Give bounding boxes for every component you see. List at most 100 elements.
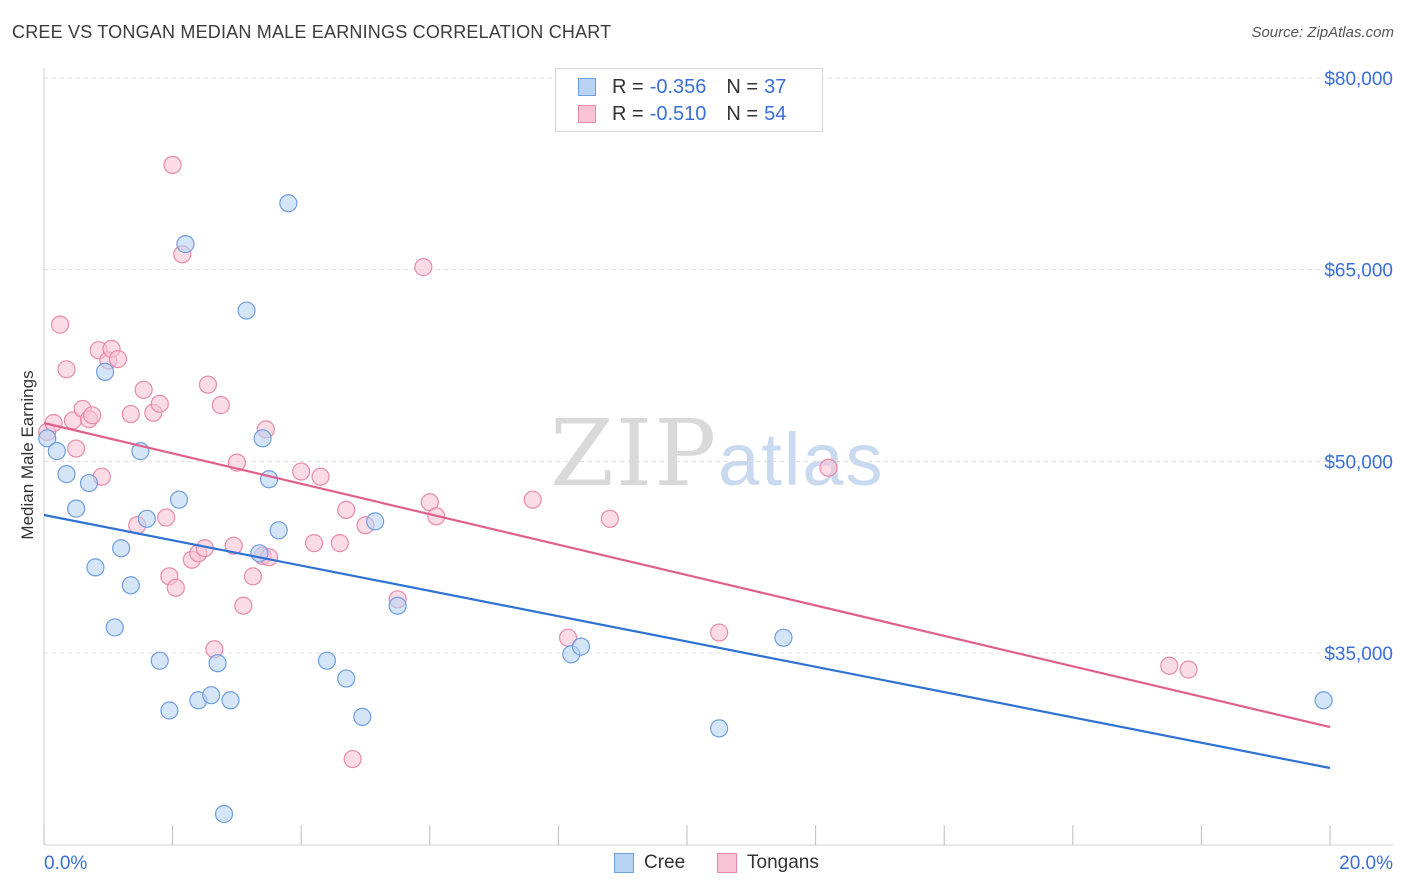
- tongans-point: [343, 749, 362, 769]
- cree-swatch: [578, 78, 596, 96]
- cree-point: [169, 490, 189, 509]
- legend-label-tongans: Tongans: [747, 852, 819, 873]
- tongans-point: [211, 396, 230, 415]
- tongans-point: [292, 462, 311, 481]
- cree-point: [38, 429, 57, 448]
- cree-swatch: [614, 853, 634, 873]
- tongans-point: [523, 490, 542, 509]
- tongans-point: [819, 458, 838, 477]
- cree-point: [388, 596, 407, 615]
- tongans-point: [150, 394, 169, 413]
- legend-label-cree: Cree: [644, 852, 686, 873]
- cree-point: [237, 301, 256, 320]
- tongans-point: [600, 509, 619, 528]
- cree-point: [253, 429, 272, 448]
- tongans-point: [67, 439, 86, 458]
- tongans-point: [50, 315, 70, 334]
- cree-point: [121, 576, 140, 595]
- cree-point: [214, 804, 234, 824]
- legend-r-label: R =: [612, 102, 644, 125]
- tick-labels: $35,000 $50,000 $65,000 $80,000 0.0% 20.0%: [44, 69, 1393, 874]
- cree-point: [279, 194, 298, 213]
- watermark-atlas: atlas: [718, 418, 885, 501]
- cree-point: [150, 651, 169, 670]
- x-tick-label: 0.0%: [44, 853, 87, 874]
- source-credit: Source: ZipAtlas.com: [1251, 24, 1394, 41]
- legend-n-label: N =: [726, 102, 759, 125]
- tongans-point: [234, 596, 253, 615]
- cree-point: [208, 654, 227, 673]
- tongans-point: [304, 534, 324, 553]
- tongans-point: [337, 500, 356, 519]
- cree-point: [269, 521, 288, 540]
- watermark: ZIPatlas: [550, 400, 884, 507]
- tongans-trend-line: [43, 421, 1331, 729]
- cree-point: [774, 628, 793, 647]
- cree-point: [366, 512, 385, 531]
- x-tick-label: 20.0%: [1339, 853, 1393, 874]
- cree-point: [710, 719, 729, 738]
- tongans-point: [1160, 656, 1179, 675]
- cree-point: [57, 465, 76, 484]
- axes: [43, 68, 1393, 846]
- tongans-point: [157, 508, 176, 527]
- cree-point: [137, 509, 156, 528]
- tongans-point: [57, 360, 76, 379]
- tongans-point: [710, 623, 729, 642]
- cree-point: [105, 618, 124, 637]
- chart-title: CREE VS TONGAN MEDIAN MALE EARNINGS CORR…: [12, 22, 612, 42]
- cree-point: [317, 651, 337, 670]
- y-tick-label: $35,000: [1324, 644, 1393, 665]
- cree-point: [112, 539, 131, 558]
- legend-row-tongans: R = -0.510 N = 54: [578, 102, 786, 126]
- cree-point: [353, 707, 372, 726]
- tongans-swatch: [578, 105, 596, 123]
- cree-point: [95, 362, 115, 381]
- cree-point: [1314, 691, 1333, 710]
- y-tick-label: $80,000: [1324, 69, 1393, 90]
- cree-point: [47, 442, 66, 461]
- watermark-zip: ZIP: [550, 400, 719, 507]
- tongans-point: [1179, 660, 1198, 679]
- correlation-legend: R = -0.356 N = 37 R = -0.510 N = 54: [555, 68, 823, 132]
- legend-n-value: 37: [764, 75, 787, 98]
- legend-r-label: R =: [612, 75, 644, 98]
- cree-point: [79, 473, 99, 493]
- y-tick-label: $65,000: [1324, 261, 1393, 282]
- legend-n-label: N =: [726, 75, 759, 98]
- legend-row-cree: R = -0.356 N = 37: [578, 75, 786, 99]
- y-tick-label: $50,000: [1324, 452, 1393, 473]
- legend-r-value: -0.510: [649, 102, 707, 125]
- cree-point: [571, 637, 591, 656]
- tongans-point: [224, 536, 243, 555]
- tongans-point: [163, 155, 182, 174]
- cree-trend-line: [43, 513, 1331, 770]
- tongans-point: [166, 578, 185, 597]
- cree-point: [86, 558, 105, 577]
- cree-point: [160, 701, 179, 720]
- tongans-point: [134, 380, 153, 399]
- tongans-point: [198, 375, 218, 394]
- cree-point: [176, 235, 195, 254]
- tongans-point: [243, 567, 263, 586]
- y-axis-label: Median Male Earnings: [18, 370, 37, 540]
- tongans-swatch: [717, 853, 737, 873]
- series-legend: Cree Tongans: [0, 852, 1406, 878]
- trend-lines: [43, 421, 1331, 770]
- tongans-point: [414, 258, 433, 277]
- legend-item-cree: Cree: [614, 852, 685, 874]
- legend-r-value: -0.356: [649, 75, 707, 98]
- gridlines: [44, 77, 1393, 654]
- cree-point: [259, 470, 279, 489]
- tongans-point: [108, 350, 128, 369]
- cree-point: [67, 499, 86, 518]
- tongans-point: [121, 404, 140, 424]
- tongans-point: [330, 534, 349, 553]
- cree-point: [221, 691, 240, 710]
- cree-point: [337, 669, 356, 688]
- cree-points: [38, 194, 1333, 824]
- tongans-point: [311, 467, 330, 486]
- legend-n-value: 54: [764, 102, 787, 125]
- cree-point: [202, 686, 221, 705]
